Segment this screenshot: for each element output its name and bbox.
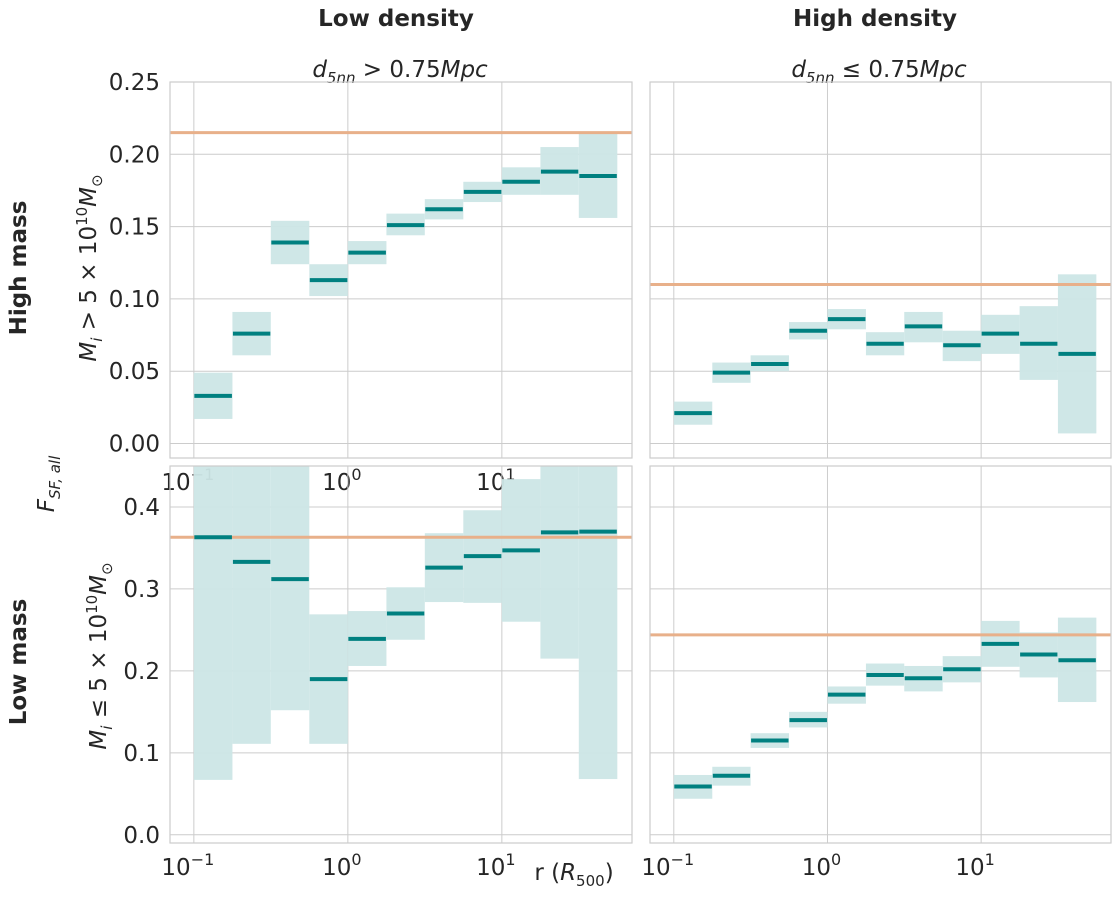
ytick-label: 0.00 <box>109 432 160 458</box>
xtick-label: 10−1 <box>641 850 694 881</box>
ytick-label: 0.25 <box>109 70 160 96</box>
row-header-high-mass: High mass <box>6 201 32 336</box>
ytick-label: 0.0 <box>123 823 160 849</box>
error-band <box>540 466 579 659</box>
ytick-label: 0.3 <box>123 577 160 603</box>
ylabel-high-mass: Mi > 5 × 1010M⊙ <box>73 174 106 361</box>
ytick-label: 0.1 <box>123 741 160 767</box>
axes-frame <box>169 81 633 459</box>
ytick-label: 0.20 <box>109 142 160 168</box>
shared-ylabel: FSF, all <box>34 455 64 512</box>
ytick-label: 0.10 <box>109 287 160 313</box>
col-header-low-density: Low density <box>318 6 474 32</box>
error-band <box>270 466 310 711</box>
panel-top-right <box>649 81 1112 459</box>
ytick-label: 0.2 <box>123 659 160 685</box>
ylabel-low-mass: Mi ≤ 5 × 1010M⊙ <box>83 562 116 749</box>
panel-bottom-left: 0.0 0.1 0.2 0.3 0.4 10−1 100 101 <box>123 465 633 881</box>
xtick-label: 101 <box>476 465 515 496</box>
axes-frame <box>169 465 633 844</box>
error-band <box>578 466 618 780</box>
xtick-label: 100 <box>322 850 361 881</box>
row-header-low-mass: Low mass <box>6 599 32 726</box>
xlabel: r (R500) <box>534 860 613 890</box>
panels-group: 0.00 0.05 0.10 0.15 0.20 0.25 10−1 100 101 0.0 0.1… <box>109 70 1112 881</box>
ytick-label: 0.15 <box>109 215 160 241</box>
axes-frame <box>649 81 1112 459</box>
xtick-label: 10−1 <box>161 850 214 881</box>
ytick-label: 0.4 <box>123 495 160 521</box>
error-band <box>232 466 271 744</box>
ytick-label: 0.05 <box>109 359 160 385</box>
col-header-high-density: High density <box>793 6 957 32</box>
error-band <box>193 466 233 780</box>
xtick-label: 101 <box>476 850 515 881</box>
xtick-label: 100 <box>802 850 841 881</box>
axes-frame <box>649 465 1112 844</box>
xtick-label: 101 <box>955 850 994 881</box>
panel-bottom-right: 10−1 100 101 <box>641 465 1112 881</box>
xtick-label: 100 <box>322 465 361 496</box>
